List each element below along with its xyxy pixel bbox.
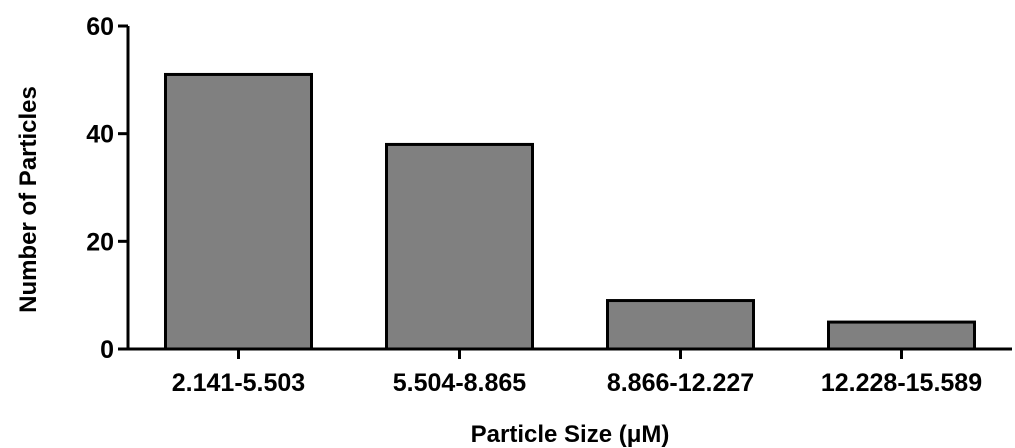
y-tick-label: 20 xyxy=(86,228,114,256)
bar xyxy=(164,72,313,351)
bars-group xyxy=(164,72,976,351)
x-tick-label: 2.141-5.503 xyxy=(172,369,305,397)
axes-group xyxy=(126,26,1012,351)
x-tick-label: 5.504-8.865 xyxy=(393,369,527,397)
bar xyxy=(606,299,755,351)
x-tick-label: 8.866-12.227 xyxy=(607,369,754,397)
bar xyxy=(827,320,976,351)
x-axis-title: Particle Size (μM) xyxy=(471,421,670,448)
x-ticks-group: 2.141-5.503 5.504-8.865 8.866-12.227 12.228… xyxy=(172,349,982,397)
x-tick-label: 12.228-15.589 xyxy=(821,369,982,397)
y-ticks-group: 0 20 40 60 xyxy=(86,13,128,364)
y-tick-label: 60 xyxy=(86,13,114,41)
bar xyxy=(385,142,534,351)
y-tick-label: 0 xyxy=(100,336,114,364)
y-tick-label: 40 xyxy=(86,121,114,149)
y-axis-title: Number of Particles xyxy=(15,86,42,313)
